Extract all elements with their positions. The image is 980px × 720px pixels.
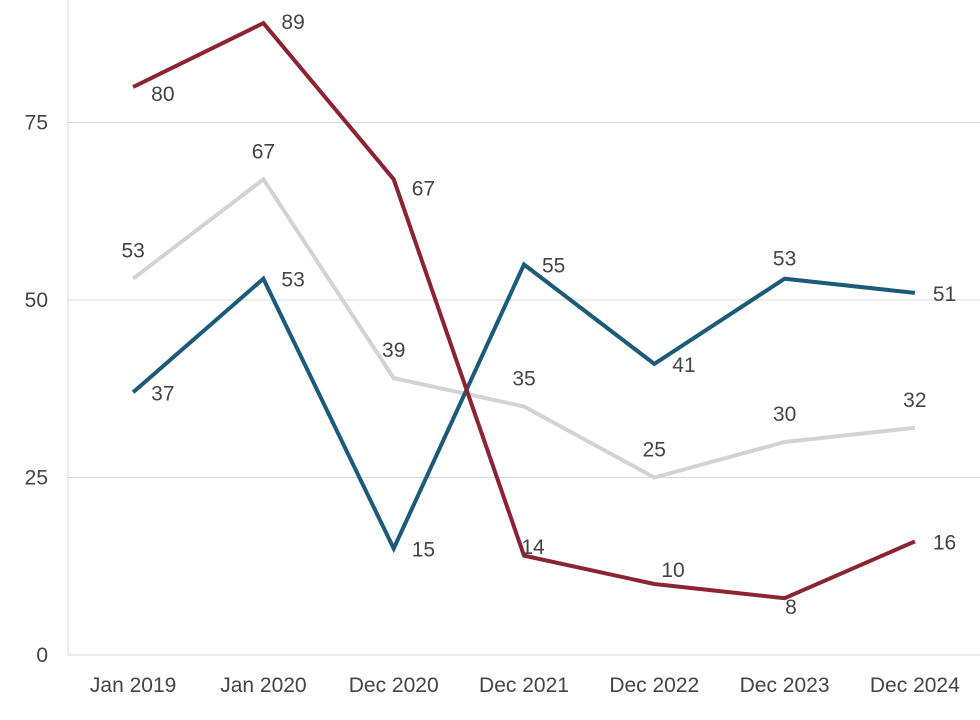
x-tick-label: Dec 2021 — [479, 674, 569, 697]
data-label: 53 — [773, 248, 796, 271]
axes: 0 25 50 75 Jan 2019 Jan 2020 Dec 2020 Dec 2021 D… — [25, 0, 980, 697]
y-tick-label: 75 — [25, 112, 48, 135]
x-tick-label: Jan 2020 — [220, 674, 306, 697]
data-label: 37 — [151, 382, 174, 405]
x-tick-label: Dec 2020 — [349, 674, 439, 697]
x-tick-label: Dec 2024 — [870, 674, 960, 697]
data-label: 41 — [672, 354, 695, 377]
data-label: 80 — [151, 83, 174, 106]
x-tick-label: Jan 2019 — [90, 674, 176, 697]
data-label: 39 — [382, 339, 405, 362]
data-label: 67 — [252, 140, 275, 163]
x-tick-label: Dec 2022 — [609, 674, 699, 697]
series-line-2 — [131, 261, 916, 554]
data-label: 67 — [412, 177, 435, 200]
data-label: 55 — [542, 255, 565, 278]
data-label: 8 — [785, 596, 797, 619]
data-label: 16 — [933, 531, 956, 554]
y-tick-label: 25 — [25, 467, 48, 490]
data-label: 14 — [521, 536, 545, 559]
series-line-3 — [132, 20, 916, 601]
series-lines — [131, 20, 916, 601]
data-label: 89 — [281, 11, 304, 34]
data-label: 15 — [412, 539, 435, 562]
series-line-1 — [131, 176, 916, 480]
x-tick-label: Dec 2023 — [740, 674, 830, 697]
data-label: 35 — [512, 368, 535, 391]
data-label: 51 — [933, 283, 956, 306]
data-label: 30 — [773, 403, 796, 426]
data-label: 32 — [903, 389, 926, 412]
data-label: 10 — [661, 559, 684, 582]
data-label: 53 — [121, 240, 144, 263]
y-tick-label: 50 — [25, 289, 48, 312]
y-tick-label: 0 — [36, 644, 48, 667]
data-label: 25 — [643, 439, 666, 462]
data-labels: 53 67 39 35 25 30 32 37 53 15 55 41 53 51 80 89 67 14 10 8 1… — [121, 11, 956, 619]
data-label: 53 — [281, 269, 304, 292]
gridlines — [68, 122, 980, 478]
